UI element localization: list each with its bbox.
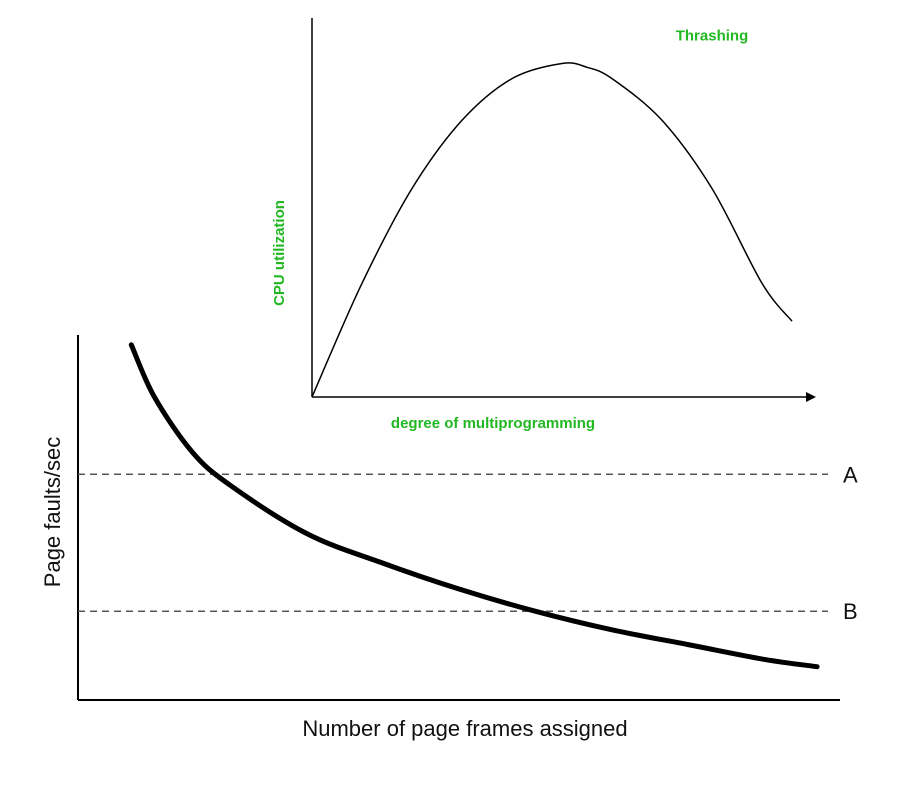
threshold-label-a: A xyxy=(843,462,858,487)
top-y-axis-label: CPU utilization xyxy=(271,200,288,306)
top-x-axis-label: degree of multiprogramming xyxy=(391,415,595,432)
threshold-label-b: B xyxy=(843,599,858,624)
top-x-axis-arrowhead xyxy=(806,392,816,402)
page-faults-curve xyxy=(128,342,820,670)
thrashing-annotation: Thrashing xyxy=(676,28,749,45)
cpu-utilization-chart: Thrashing degree of multiprogramming CPU… xyxy=(262,14,818,434)
page-faults-chart: A B Number of page frames assigned Page f… xyxy=(40,335,858,741)
bottom-x-axis-label: Number of page frames assigned xyxy=(302,716,627,741)
top-chart-background xyxy=(262,14,818,434)
bottom-y-axis-label: Page faults/sec xyxy=(40,437,65,587)
cpu-utilization-curve xyxy=(311,62,793,398)
